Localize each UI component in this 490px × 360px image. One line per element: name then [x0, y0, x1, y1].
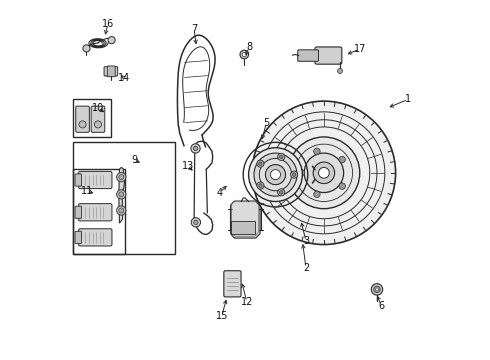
Circle shape [79, 121, 86, 128]
Text: 9: 9 [132, 155, 138, 165]
Circle shape [191, 218, 200, 227]
Circle shape [95, 121, 101, 128]
Circle shape [339, 183, 345, 189]
Circle shape [339, 156, 345, 163]
Text: 11: 11 [81, 186, 93, 196]
FancyBboxPatch shape [76, 106, 89, 132]
Circle shape [83, 45, 90, 52]
Circle shape [257, 182, 264, 189]
Text: 6: 6 [378, 301, 384, 311]
Text: 14: 14 [118, 73, 130, 83]
Text: 8: 8 [246, 42, 252, 52]
Text: 1: 1 [405, 94, 411, 104]
Circle shape [313, 162, 335, 184]
Circle shape [117, 190, 126, 199]
Circle shape [375, 288, 378, 291]
Circle shape [257, 160, 264, 167]
Text: 15: 15 [216, 311, 228, 321]
Circle shape [291, 171, 298, 178]
Circle shape [279, 190, 283, 194]
Bar [73, 169, 125, 253]
Circle shape [117, 206, 126, 215]
Circle shape [254, 153, 297, 196]
Circle shape [117, 172, 126, 182]
Circle shape [259, 158, 292, 191]
Circle shape [240, 50, 248, 59]
FancyBboxPatch shape [78, 171, 112, 189]
Circle shape [252, 101, 395, 244]
Circle shape [338, 68, 343, 73]
Polygon shape [231, 201, 259, 236]
Circle shape [119, 175, 124, 180]
Circle shape [108, 37, 115, 44]
Bar [73, 142, 175, 253]
Circle shape [259, 184, 262, 187]
Polygon shape [231, 202, 260, 238]
Circle shape [314, 148, 320, 154]
Circle shape [279, 155, 283, 159]
Circle shape [191, 144, 200, 153]
FancyBboxPatch shape [104, 67, 118, 76]
Circle shape [304, 153, 343, 193]
FancyBboxPatch shape [315, 47, 342, 64]
Circle shape [278, 153, 285, 161]
Text: 2: 2 [303, 263, 309, 273]
Circle shape [314, 191, 320, 198]
Circle shape [374, 286, 380, 293]
Bar [73, 99, 111, 137]
Polygon shape [119, 167, 125, 223]
Circle shape [278, 189, 285, 196]
FancyBboxPatch shape [298, 50, 319, 61]
FancyBboxPatch shape [107, 66, 115, 77]
Circle shape [242, 52, 246, 57]
Circle shape [119, 192, 124, 197]
FancyBboxPatch shape [78, 204, 112, 221]
Text: 12: 12 [241, 297, 253, 307]
Circle shape [371, 284, 383, 295]
Text: 5: 5 [264, 118, 270, 128]
Circle shape [194, 146, 197, 150]
Circle shape [293, 173, 296, 176]
Circle shape [318, 167, 329, 178]
FancyBboxPatch shape [75, 206, 81, 219]
FancyBboxPatch shape [91, 106, 105, 132]
Circle shape [248, 148, 302, 202]
Text: 3: 3 [303, 236, 309, 246]
Circle shape [119, 208, 124, 213]
FancyBboxPatch shape [78, 229, 112, 246]
Circle shape [298, 170, 304, 176]
Circle shape [259, 162, 262, 166]
FancyBboxPatch shape [75, 174, 81, 186]
Circle shape [270, 170, 280, 180]
Circle shape [266, 165, 286, 185]
FancyBboxPatch shape [75, 231, 81, 243]
Polygon shape [231, 221, 255, 234]
Text: 16: 16 [102, 19, 114, 29]
Text: 17: 17 [354, 44, 366, 54]
Text: 13: 13 [181, 161, 194, 171]
Circle shape [194, 220, 198, 225]
Circle shape [288, 137, 360, 209]
Text: 7: 7 [191, 24, 197, 35]
FancyBboxPatch shape [224, 271, 241, 297]
Text: 10: 10 [92, 103, 104, 113]
Text: 4: 4 [217, 188, 223, 198]
